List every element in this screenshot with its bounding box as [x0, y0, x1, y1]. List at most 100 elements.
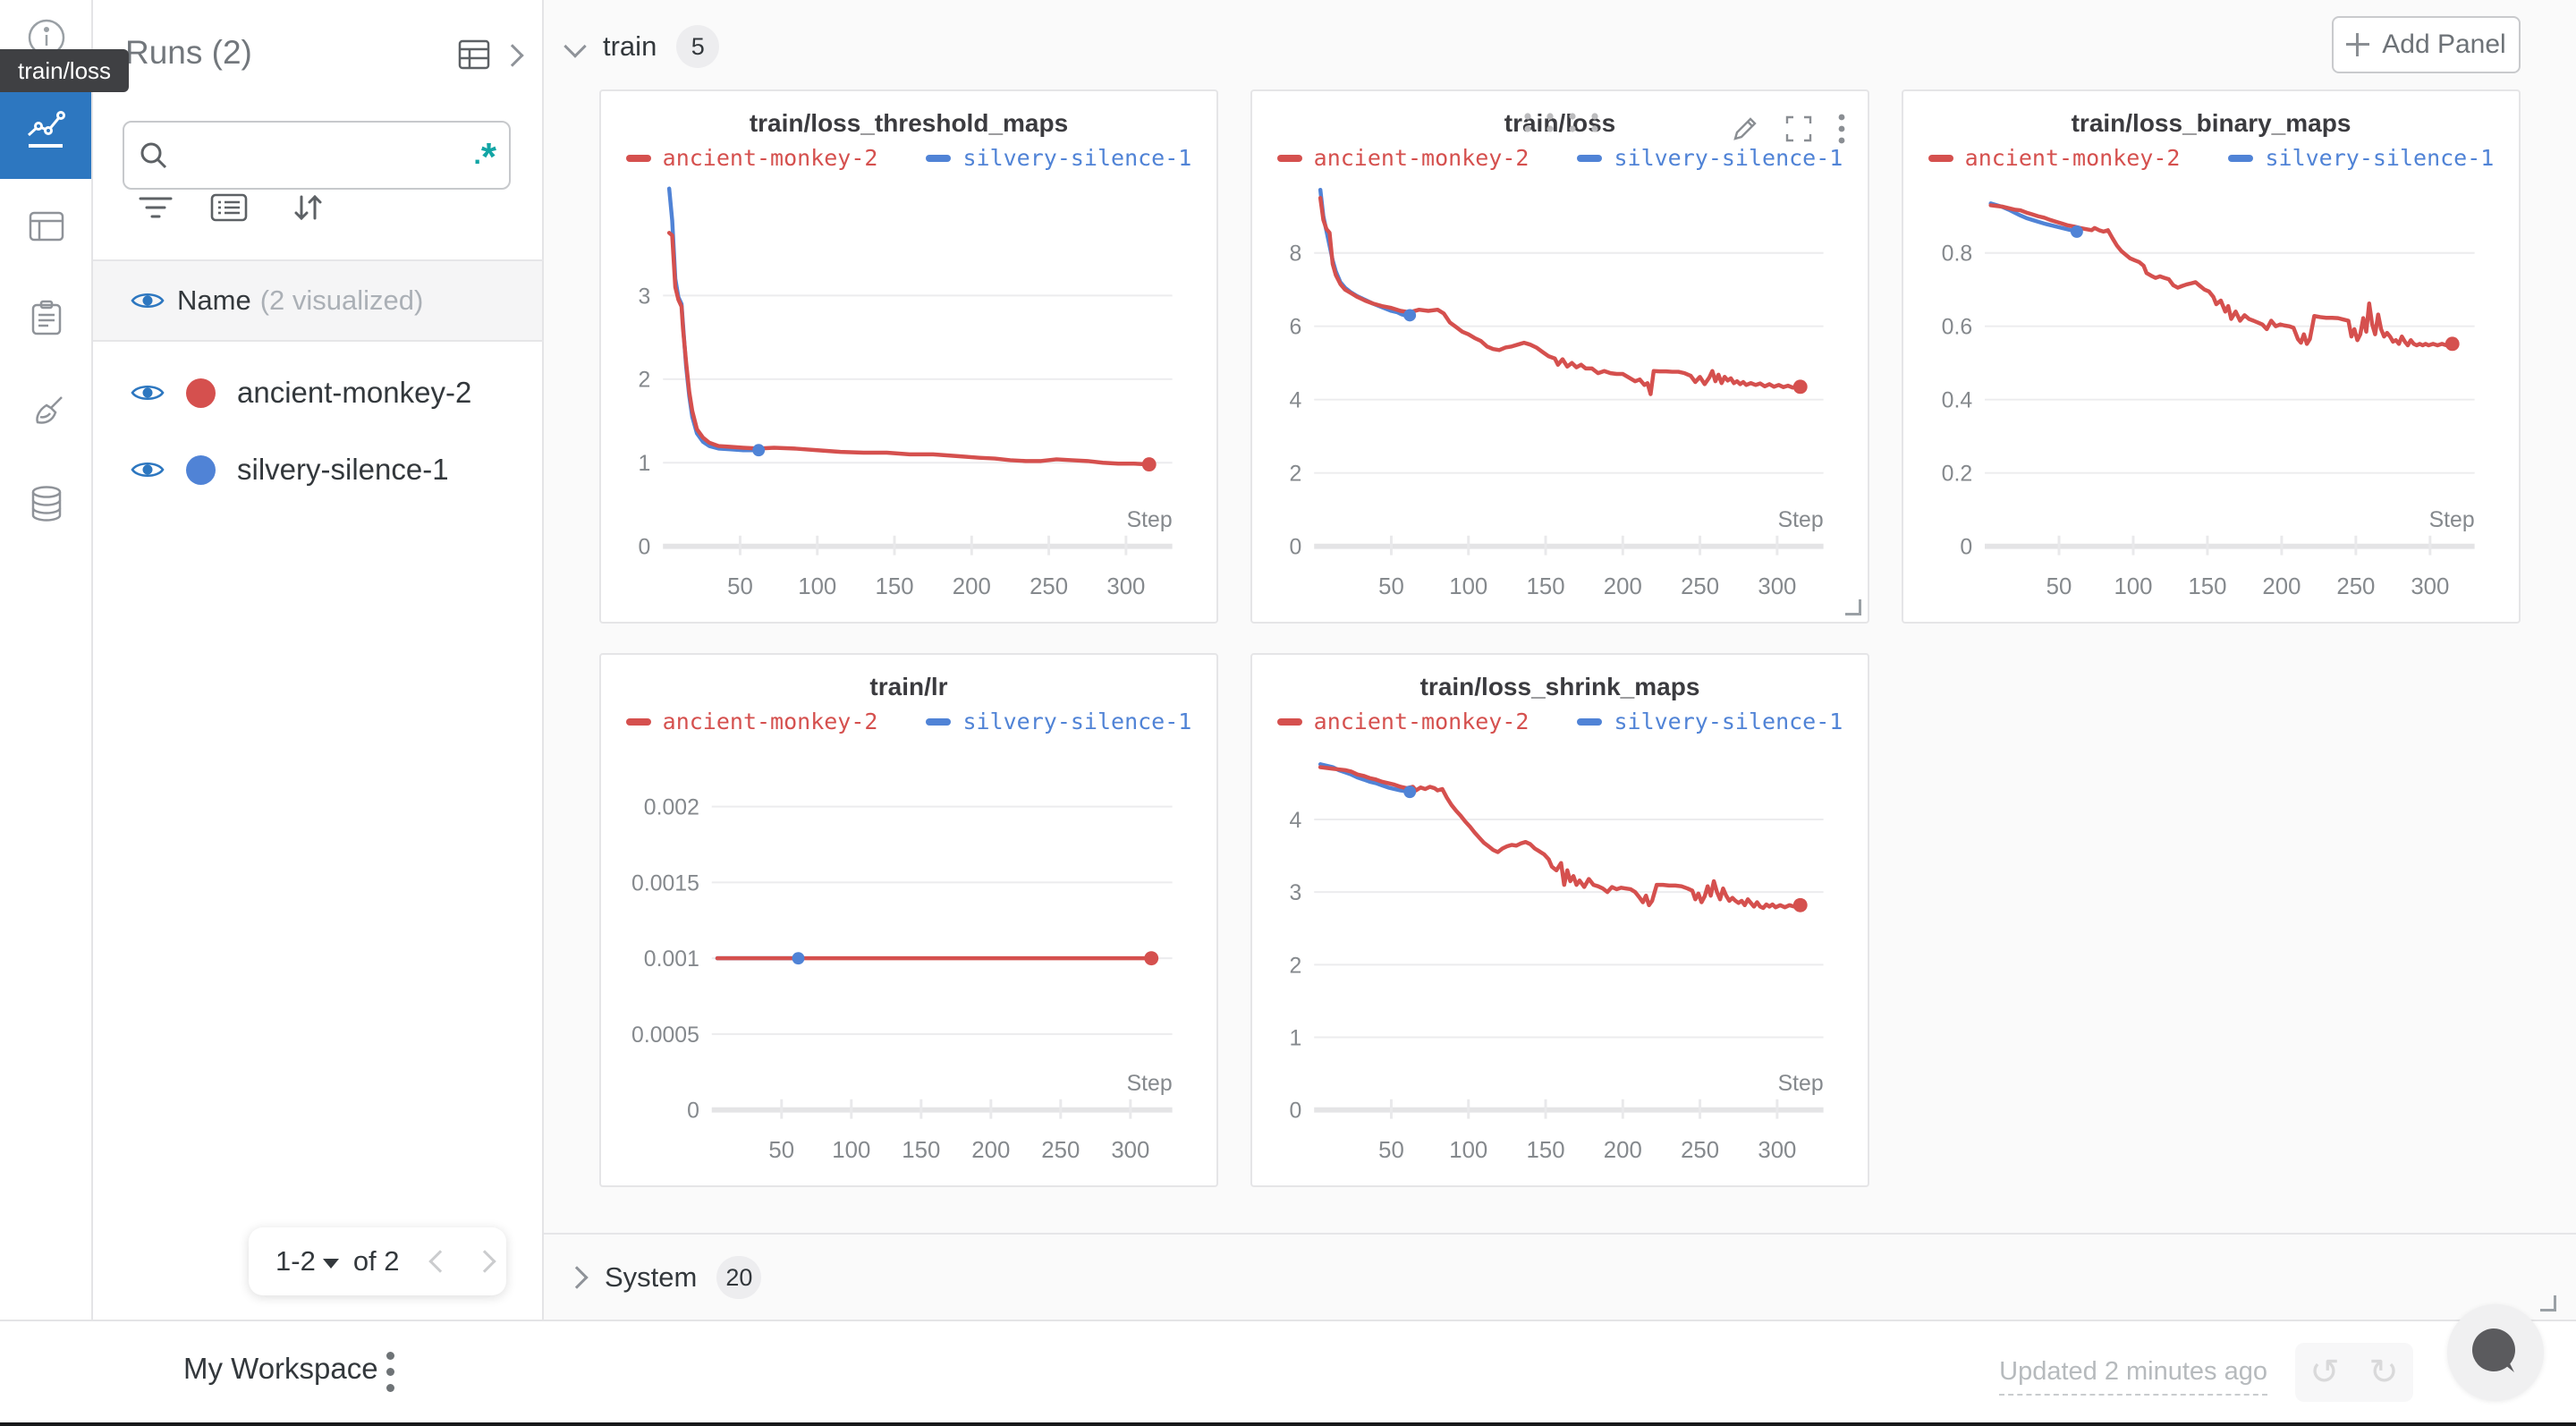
next-page-button[interactable] [472, 1250, 496, 1273]
prev-page-button[interactable] [428, 1250, 452, 1273]
divider [93, 259, 544, 261]
runs-panel-title: Runs (2) [125, 34, 252, 71]
svg-text:0.8: 0.8 [1942, 242, 1972, 267]
svg-text:250: 250 [1681, 574, 1719, 599]
legend-swatch [625, 154, 651, 162]
svg-text:150: 150 [1527, 574, 1565, 599]
legend-item: silvery-silence-1 [2228, 145, 2494, 171]
section-header-system[interactable]: System 20 [565, 1256, 762, 1299]
legend-label: ancient-monkey-2 [662, 145, 878, 171]
sidebar-item-tables[interactable] [0, 206, 93, 247]
runs-name-header-row[interactable]: Name (2 visualized) [93, 261, 542, 340]
svg-text:1: 1 [1290, 1026, 1302, 1050]
svg-text:0.2: 0.2 [1942, 463, 1972, 487]
sort-icon [294, 194, 322, 221]
support-chat-button[interactable] [2447, 1304, 2544, 1401]
svg-text:150: 150 [876, 574, 914, 599]
legend-label: silvery-silence-1 [1614, 709, 1843, 734]
list-icon [210, 193, 248, 222]
search-icon [139, 140, 169, 171]
svg-text:100: 100 [2114, 574, 2152, 599]
edit-pencil-icon[interactable] [1730, 114, 1760, 144]
sidebar-item-artifacts[interactable] [0, 483, 93, 524]
svg-text:300: 300 [1106, 574, 1145, 599]
svg-text:0.0015: 0.0015 [631, 871, 699, 895]
panel-train-loss-shrink-maps[interactable]: train/loss_shrink_maps ancient-monkey-2 … [1250, 653, 1869, 1187]
legend-swatch [1928, 154, 1953, 162]
add-panel-button[interactable]: Add Panel [2332, 16, 2521, 73]
panel-train-loss-threshold-maps[interactable]: train/loss_threshold_maps ancient-monkey… [599, 89, 1218, 624]
svg-text:0: 0 [1290, 1099, 1302, 1124]
legend-label: ancient-monkey-2 [1964, 145, 2181, 171]
line-chart-icon [27, 111, 65, 148]
metric-tooltip: train/loss [0, 49, 130, 92]
sidebar-item-charts[interactable] [0, 79, 91, 179]
sidebar-item-logs[interactable] [0, 297, 93, 338]
search-input[interactable] [178, 140, 474, 171]
svg-text:300: 300 [1758, 574, 1796, 599]
legend-item: ancient-monkey-2 [625, 145, 878, 171]
broom-icon [36, 396, 63, 424]
line-chart-plot: 0 0.2 0.4 0.6 0.8 50 100 150 200 250 300 Step [1942, 201, 2475, 599]
panel-train-loss[interactable]: train/loss ancient-monkey-2 silvery-sile… [1250, 89, 1869, 624]
legend-label: silvery-silence-1 [1614, 145, 1843, 171]
chart-title: train/loss [1504, 109, 1616, 137]
panel-train-loss-binary-maps[interactable]: train/loss_binary_maps ancient-monkey-2 … [1902, 89, 2521, 624]
svg-text:0.002: 0.002 [644, 796, 699, 820]
svg-text:Step: Step [1778, 508, 1824, 532]
run-row-silvery-silence-1[interactable]: silvery-silence-1 [93, 431, 542, 508]
svg-text:2: 2 [639, 369, 651, 393]
section-header-train[interactable]: train 5 [564, 25, 720, 68]
sort-button[interactable] [288, 190, 327, 225]
open-runs-table-button[interactable] [458, 38, 524, 73]
workspace-menu-kebab-icon[interactable] [383, 1348, 398, 1396]
undo-button[interactable]: ↺ [2309, 1353, 2340, 1392]
legend-item: ancient-monkey-2 [1276, 145, 1529, 171]
svg-text:150: 150 [902, 1138, 940, 1163]
svg-text:0.4: 0.4 [1942, 389, 1973, 413]
filter-button[interactable] [137, 190, 174, 225]
sidebar-item-sweeps[interactable] [0, 392, 93, 433]
eye-icon[interactable] [131, 288, 165, 313]
svg-text:Step: Step [2429, 508, 2475, 532]
section-resize-handle[interactable] [2540, 1295, 2556, 1311]
legend-label: silvery-silence-1 [962, 145, 1192, 171]
run-search-box: . * [123, 121, 511, 190]
run-color-dot [186, 454, 216, 485]
svg-text:200: 200 [2262, 574, 2301, 599]
workspace-name[interactable]: My Workspace [183, 1352, 378, 1385]
svg-text:3: 3 [639, 284, 651, 309]
legend-label: ancient-monkey-2 [662, 709, 878, 734]
svg-text:8: 8 [1290, 242, 1302, 267]
svg-text:0.001: 0.001 [644, 947, 699, 972]
panel-resize-handle[interactable] [1845, 599, 1861, 615]
regex-toggle-icon[interactable]: . * [473, 134, 496, 179]
kebab-menu-icon[interactable] [1837, 113, 1846, 145]
legend-swatch [1577, 717, 1603, 726]
drag-handle-icon[interactable] [1519, 111, 1605, 134]
line-chart-plot: 0 1 2 3 4 50 100 150 200 250 300 Step [1290, 762, 1824, 1163]
svg-text:50: 50 [2046, 574, 2072, 599]
chart-legend: ancient-monkey-2 silvery-silence-1 [601, 145, 1216, 171]
chevron-right-icon [501, 44, 524, 67]
updated-timestamp: Updated 2 minutes ago [1999, 1357, 2267, 1396]
page-range-label[interactable]: 1-2 [275, 1245, 316, 1277]
run-row-ancient-monkey-2[interactable]: ancient-monkey-2 [93, 354, 542, 431]
columns-button[interactable] [209, 190, 249, 225]
svg-text:50: 50 [1378, 574, 1404, 599]
svg-text:50: 50 [727, 574, 753, 599]
eye-icon[interactable] [131, 457, 165, 482]
svg-text:300: 300 [2411, 574, 2449, 599]
chart-legend: ancient-monkey-2 silvery-silence-1 [601, 709, 1216, 734]
svg-text:50: 50 [768, 1138, 794, 1163]
svg-text:6: 6 [1290, 316, 1302, 340]
svg-text:50: 50 [1378, 1138, 1404, 1163]
legend-item: silvery-silence-1 [926, 709, 1191, 734]
svg-text:Step: Step [1127, 508, 1173, 532]
eye-icon[interactable] [131, 380, 165, 405]
panel-train-lr[interactable]: train/lr ancient-monkey-2 silvery-silenc… [599, 653, 1218, 1187]
fullscreen-icon[interactable] [1784, 114, 1814, 144]
run-color-dot [186, 378, 216, 408]
svg-text:250: 250 [1030, 574, 1068, 599]
redo-button[interactable]: ↻ [2368, 1353, 2399, 1392]
